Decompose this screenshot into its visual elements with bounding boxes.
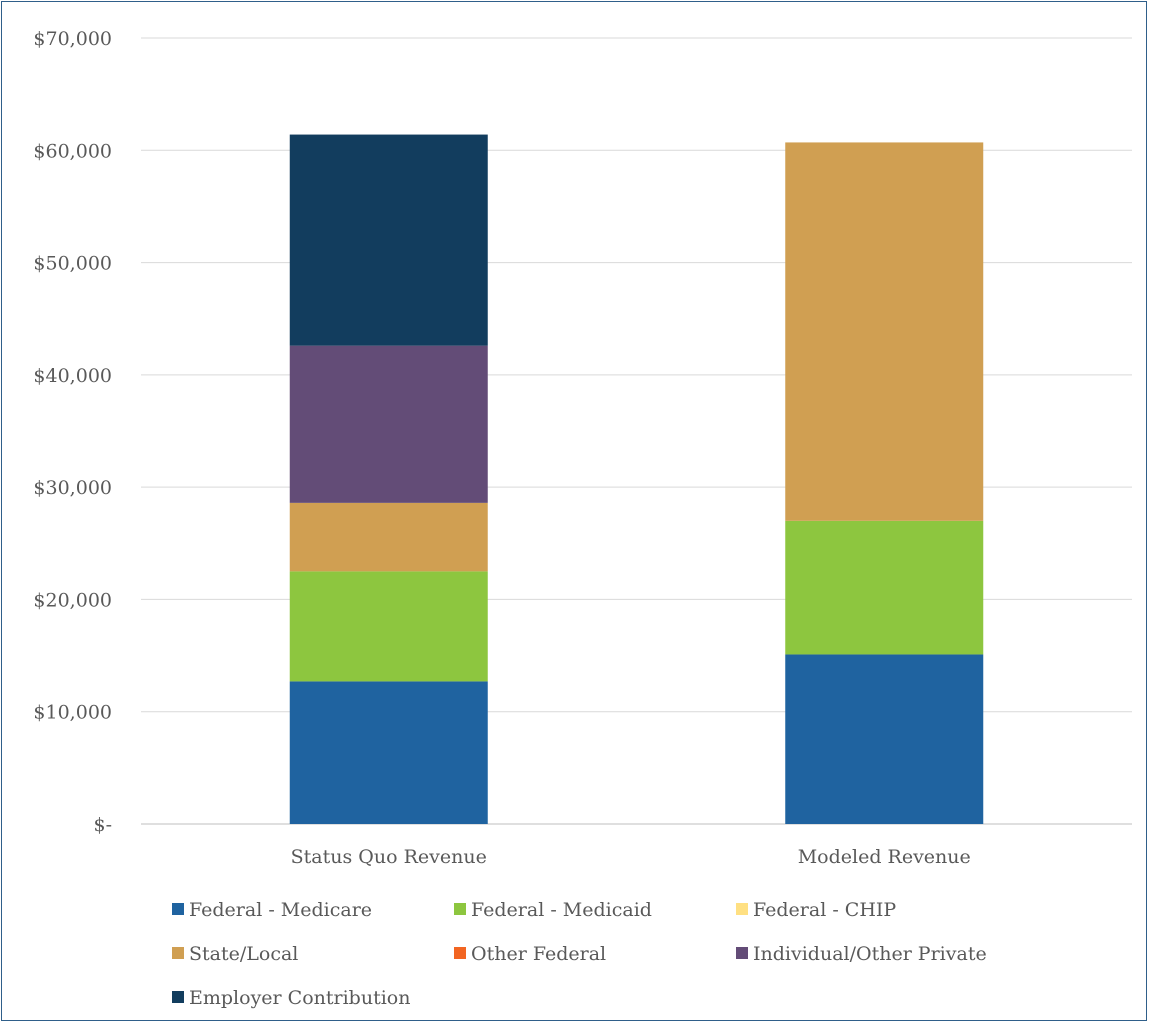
legend-label: Federal - Medicaid — [471, 899, 652, 921]
y-tick-label: $10,000 — [33, 702, 112, 724]
legend-label: Employer Contribution — [189, 987, 410, 1009]
legend-label: Other Federal — [471, 943, 606, 965]
y-tick-label: $20,000 — [33, 589, 112, 611]
y-tick-label: $40,000 — [33, 365, 112, 387]
bar-segment — [785, 654, 984, 824]
y-tick-label: $30,000 — [33, 477, 112, 499]
legend-label: Individual/Other Private — [753, 943, 987, 965]
bar-segment — [289, 134, 488, 346]
legend-label: Federal - CHIP — [753, 899, 896, 921]
bar-segment — [289, 502, 488, 572]
legend-swatch — [172, 947, 184, 959]
y-tick-label: $50,000 — [33, 253, 112, 275]
legend-swatch — [736, 947, 748, 959]
bar-segment — [289, 681, 488, 824]
legend-label: Federal - Medicare — [189, 899, 372, 921]
legend-label: State/Local — [189, 943, 298, 965]
y-tick-label: $70,000 — [33, 28, 112, 50]
legend-swatch — [172, 991, 184, 1003]
y-axis-tick-labels: $- $10,000 $20,000 $30,000 $40,000 $50,000 $60… — [33, 28, 112, 836]
gridlines — [141, 37, 1132, 825]
y-tick-label: $- — [93, 814, 112, 836]
legend-swatch — [454, 903, 466, 915]
bar-segment — [289, 571, 488, 682]
x-category-label: Modeled Revenue — [798, 846, 971, 868]
bar-segment — [785, 142, 984, 521]
legend: Federal - Medicare Federal - Medicaid Fede… — [172, 899, 987, 1009]
y-tick-label: $60,000 — [33, 140, 112, 162]
x-axis: Status Quo Revenue Modeled Revenue — [291, 846, 971, 868]
bar-segment — [289, 345, 488, 503]
legend-swatch — [172, 903, 184, 915]
bars — [289, 134, 984, 824]
bar-segment — [785, 520, 984, 655]
legend-swatch — [454, 947, 466, 959]
legend-swatch — [736, 903, 748, 915]
x-category-label: Status Quo Revenue — [291, 846, 487, 868]
